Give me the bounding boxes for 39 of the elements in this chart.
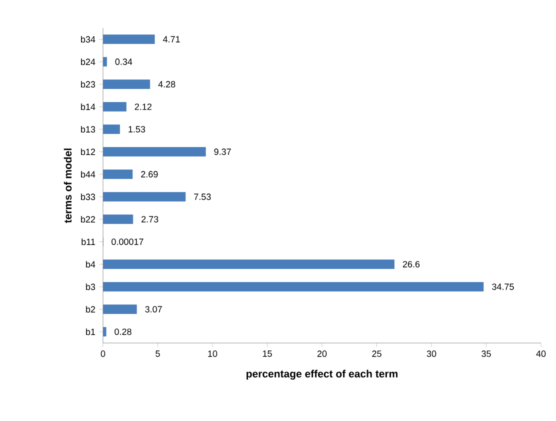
x-tick-label: 20 <box>317 350 327 357</box>
x-tick-label: 10 <box>208 350 218 357</box>
y-tick-label: b24 <box>81 58 96 66</box>
x-axis-title: percentage effect of each term <box>246 370 398 380</box>
x-tick-label: 30 <box>426 350 436 357</box>
y-tick-label: b23 <box>81 80 96 88</box>
y-tick-label: b14 <box>81 103 96 110</box>
y-tick-label: b2 <box>86 306 96 313</box>
data-label: 4.28 <box>158 81 176 88</box>
data-label: 2.12 <box>134 104 152 110</box>
data-label: 7.53 <box>194 194 211 200</box>
y-tick-label: b44 <box>81 170 96 178</box>
data-label: 26.6 <box>402 261 420 268</box>
data-label: 4.71 <box>162 36 180 42</box>
y-tick-label: b1 <box>86 328 96 336</box>
x-tick-label: 40 <box>536 350 546 357</box>
y-tick-label: b11 <box>82 238 96 246</box>
x-tick-label: 0 <box>100 350 106 357</box>
y-axis-title: terms of model <box>64 148 72 224</box>
y-tick-label: b4 <box>86 260 96 268</box>
data-label: 1.53 <box>128 126 146 132</box>
y-tick-label: b3 <box>86 283 96 290</box>
y-tick-label: b34 <box>81 36 96 43</box>
y-tick-label: b13 <box>81 126 96 133</box>
x-tick-label: 25 <box>372 350 382 357</box>
data-label: 0.00017 <box>112 238 144 245</box>
data-label: 34.75 <box>492 284 514 290</box>
data-label: 0.34 <box>115 58 132 65</box>
data-label: 9.37 <box>214 148 231 155</box>
data-label: 2.73 <box>142 216 158 222</box>
x-tick-label: 35 <box>482 350 491 357</box>
x-tick-label: 5 <box>156 350 160 357</box>
data-label: 0.28 <box>114 328 132 335</box>
y-tick-label: b33 <box>81 193 96 200</box>
y-tick-label: b12 <box>81 148 96 156</box>
x-tick-label: 15 <box>262 350 272 357</box>
data-label: 3.07 <box>145 306 162 312</box>
y-tick-label: b22 <box>81 216 96 223</box>
data-label: 2.69 <box>141 171 158 178</box>
